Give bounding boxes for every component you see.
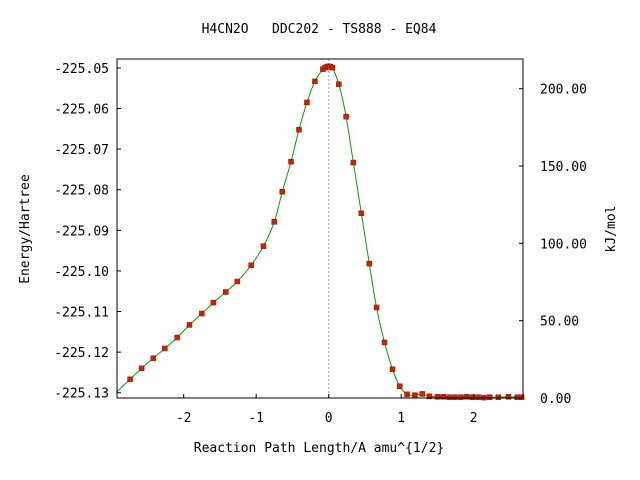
data-point xyxy=(373,304,380,311)
x-tick-label: -2 xyxy=(176,411,192,426)
y-tick-label: -225.07 xyxy=(54,143,109,158)
data-point xyxy=(412,392,418,398)
y-tick-label: -225.06 xyxy=(54,103,109,118)
data-point xyxy=(174,334,180,341)
data-point xyxy=(304,99,310,106)
data-point xyxy=(452,394,458,400)
y-tick-label: -225.12 xyxy=(54,346,109,361)
y2-tick-label: 0.00 xyxy=(540,392,571,407)
data-point xyxy=(186,322,193,328)
y-tick-label: -225.13 xyxy=(54,387,109,402)
chart-title: H4CN2O DDC202 - TS888 - EQ84 xyxy=(202,22,437,37)
data-point xyxy=(404,391,410,398)
data-point xyxy=(150,355,156,361)
data-point xyxy=(434,394,441,400)
data-point xyxy=(495,394,502,400)
x-axis-title: Reaction Path Length/A amu^{1/2} xyxy=(194,441,444,456)
y2-tick-label: 100.00 xyxy=(540,237,587,252)
data-point xyxy=(457,394,464,400)
plot-frame xyxy=(116,58,524,399)
x-tick-label: 0 xyxy=(325,411,333,426)
data-point xyxy=(199,310,205,317)
data-point xyxy=(127,376,133,383)
y2-tick-label: 50.00 xyxy=(540,315,579,330)
data-point xyxy=(138,365,145,372)
data-point xyxy=(419,391,425,397)
data-point xyxy=(223,289,229,295)
y-tick-label: -225.08 xyxy=(54,184,109,199)
data-point xyxy=(210,299,217,306)
y2-tick-label: 150.00 xyxy=(540,160,587,175)
x-tick-label: 1 xyxy=(397,411,405,426)
data-point xyxy=(336,81,342,87)
data-point xyxy=(279,189,286,195)
data-point xyxy=(381,339,388,346)
data-point xyxy=(389,366,396,372)
y-tick-label: -225.09 xyxy=(54,224,109,239)
data-point xyxy=(260,243,267,249)
y-tick-label: -225.10 xyxy=(54,265,109,280)
y-axis-right: 200.00 150.00 100.00 50.00 0.00 xyxy=(519,83,587,407)
data-point xyxy=(486,394,493,400)
plot-area xyxy=(116,59,525,401)
x-tick-label: 2 xyxy=(470,411,478,426)
data-point xyxy=(296,126,302,133)
data-point xyxy=(426,393,433,400)
data-point xyxy=(271,219,278,225)
y-axis-left: -225.05 -225.06 -225.07 -225.08 -225.09 -225.… xyxy=(54,62,121,402)
data-point xyxy=(518,394,525,400)
data-point xyxy=(234,278,241,285)
energy-curve-line xyxy=(116,65,522,399)
data-point xyxy=(463,394,470,400)
data-point xyxy=(446,394,452,400)
data-point xyxy=(366,260,373,267)
y-tick-label: -225.05 xyxy=(54,62,109,77)
data-point xyxy=(397,383,403,389)
data-point xyxy=(440,394,446,400)
y2-tick-label: 200.00 xyxy=(540,83,587,98)
data-point xyxy=(469,394,475,400)
data-point xyxy=(358,210,365,217)
y-axis-title: Energy/Hartree xyxy=(18,174,33,284)
x-axis: -2 -1 0 1 2 xyxy=(176,394,478,426)
data-point xyxy=(350,159,357,166)
data-point xyxy=(248,262,254,268)
data-point xyxy=(288,158,294,165)
x-tick-label: -1 xyxy=(248,411,264,426)
y2-axis-title: kJ/mol xyxy=(604,206,619,253)
data-point xyxy=(312,78,318,85)
data-point xyxy=(505,394,512,400)
y-tick-label: -225.11 xyxy=(54,306,109,321)
data-point xyxy=(329,64,336,71)
data-point xyxy=(162,345,168,352)
data-point xyxy=(343,113,349,120)
data-point xyxy=(475,394,481,400)
